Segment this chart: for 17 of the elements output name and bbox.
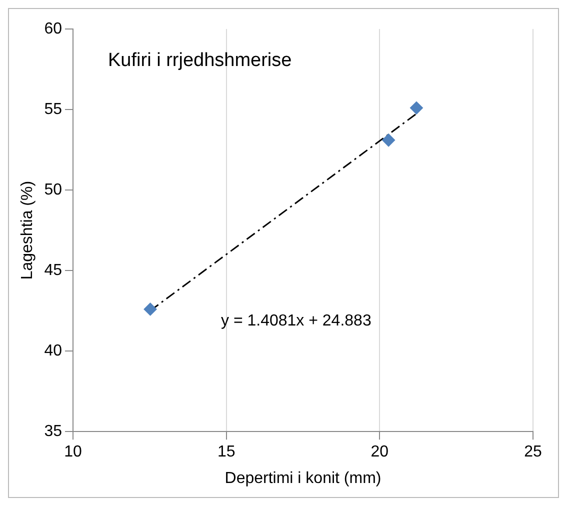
y-axis-title: Lageshtia (%) — [19, 180, 36, 280]
point — [144, 302, 157, 316]
point — [410, 101, 423, 114]
y-tick-label: 50 — [44, 181, 62, 198]
annotation: y = 1.4081x + 24.883 — [220, 312, 372, 330]
x-axis-title: Depertimi i konit (mm) — [224, 470, 382, 487]
x-tick-label: 20 — [370, 444, 389, 461]
y-tick-label: 45 — [44, 262, 62, 279]
annotation: Kufiri i rrjedhshmerise — [108, 50, 292, 72]
point — [382, 134, 396, 147]
y-tick-label: 55 — [44, 100, 62, 118]
x-tick-label: 10 — [64, 444, 82, 461]
y-tick-label: 60 — [44, 20, 62, 38]
x-tick-label: 15 — [217, 444, 236, 461]
y-tick-label: 40 — [44, 342, 62, 360]
y-tick-label: 35 — [44, 423, 62, 440]
x-tick-label: 25 — [524, 444, 542, 461]
